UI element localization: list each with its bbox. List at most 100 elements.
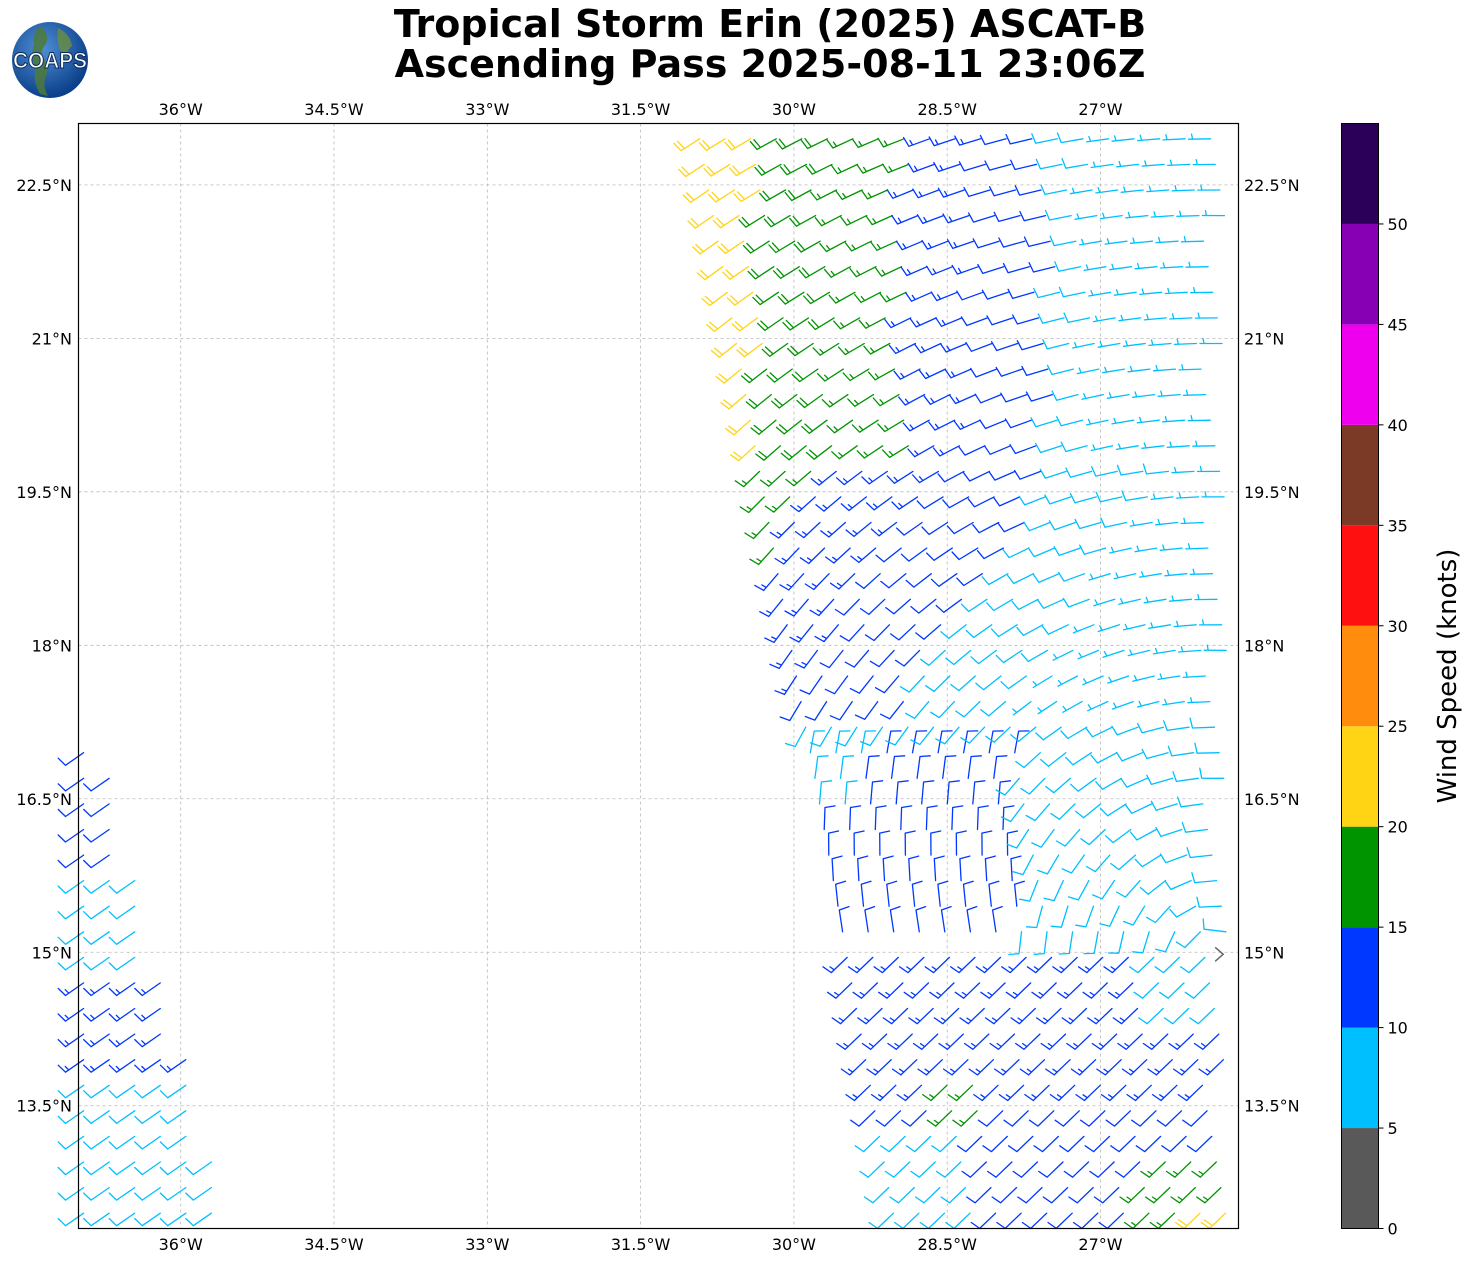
wind-barb xyxy=(1159,982,1185,999)
wind-barb xyxy=(807,317,835,331)
wind-barb xyxy=(108,1033,136,1048)
wind-barb xyxy=(1058,286,1086,298)
wind-barb xyxy=(969,367,998,378)
wind-barb xyxy=(991,1186,1018,1204)
wind-barb xyxy=(916,496,944,510)
colorbar-frame xyxy=(1341,123,1379,1229)
wind-barb xyxy=(896,1084,923,1102)
wind-barb xyxy=(835,726,858,747)
wind-barb xyxy=(907,162,935,173)
wind-barb xyxy=(1016,340,1044,351)
wind-barb xyxy=(1194,742,1220,754)
wind-barb xyxy=(1012,854,1034,876)
wind-barb xyxy=(784,598,809,617)
wind-barb xyxy=(134,1007,161,1022)
x-tick-label-top: 30°W xyxy=(772,100,816,119)
wind-barb xyxy=(879,830,891,856)
y-tick-label-right: 15°N xyxy=(1244,943,1284,962)
wind-barb xyxy=(1050,803,1076,820)
wind-barb xyxy=(981,573,1009,586)
wind-barb xyxy=(809,189,838,201)
wind-barb xyxy=(904,830,916,856)
wind-barb xyxy=(914,342,942,354)
wind-barb xyxy=(916,755,931,779)
wind-barb xyxy=(1159,262,1184,269)
wind-barb xyxy=(986,315,1014,326)
wind-barb xyxy=(759,598,784,618)
wind-barb xyxy=(976,547,1005,560)
wind-barb xyxy=(859,598,886,616)
wind-barb xyxy=(1119,1186,1145,1204)
wind-barb xyxy=(1018,495,1046,506)
wind-barb xyxy=(779,163,808,176)
wind-barb xyxy=(865,755,880,779)
wind-barb xyxy=(1061,1007,1088,1025)
wind-barb xyxy=(1079,1110,1106,1127)
wind-barb xyxy=(1043,879,1064,902)
wind-barb xyxy=(1069,187,1093,195)
wind-barb xyxy=(875,547,902,563)
wind-barb xyxy=(922,1084,948,1102)
wind-barb xyxy=(997,780,1012,805)
wind-barb xyxy=(1018,879,1039,902)
wind-barb xyxy=(1065,752,1093,766)
wind-barb xyxy=(849,675,874,694)
wind-barb xyxy=(1198,1059,1225,1076)
wind-barb xyxy=(877,137,905,148)
wind-barb xyxy=(910,598,937,614)
wind-barb xyxy=(779,573,805,591)
wind-barb xyxy=(1196,896,1222,908)
wind-barb xyxy=(734,470,761,488)
wind-barb xyxy=(1056,982,1083,999)
wind-barb xyxy=(998,237,1026,248)
wind-barb xyxy=(953,419,981,430)
wind-barb xyxy=(858,317,886,329)
wind-barb xyxy=(829,573,856,590)
wind-barb xyxy=(1045,777,1072,794)
wind-barb xyxy=(1040,1033,1067,1050)
wind-barb xyxy=(974,393,1002,404)
wind-barb xyxy=(915,905,927,933)
wind-barb xyxy=(1025,391,1053,402)
wind-barb xyxy=(1025,905,1044,929)
wind-barb xyxy=(951,805,964,831)
x-tick-label-top: 34.5°W xyxy=(304,100,364,119)
colorbar-tick-label: 30 xyxy=(1388,617,1408,636)
colorbar-segment xyxy=(1341,1027,1379,1129)
wind-barb xyxy=(891,496,919,510)
wind-barb xyxy=(895,780,909,805)
wind-barb xyxy=(1044,209,1072,221)
wind-barb xyxy=(928,136,956,147)
wind-barb xyxy=(805,163,833,175)
colorbar-tick-label: 0 xyxy=(1388,1220,1398,1239)
wind-barb xyxy=(678,163,705,178)
wind-barb xyxy=(833,317,861,330)
wind-barb xyxy=(1133,982,1160,999)
wind-barb xyxy=(1040,184,1068,196)
wind-barb xyxy=(814,214,842,227)
wind-barb xyxy=(959,855,971,882)
wind-barb xyxy=(1193,1033,1220,1050)
wind-barb xyxy=(1023,521,1051,532)
wind-barb xyxy=(57,777,85,792)
wind-barb xyxy=(1093,1186,1120,1204)
wind-barb xyxy=(840,214,868,226)
x-tick-label-bottom: 31.5°W xyxy=(611,1235,671,1254)
wind-barb xyxy=(736,342,763,358)
wind-barb xyxy=(1037,313,1065,324)
wind-barb xyxy=(1044,494,1072,505)
wind-barb xyxy=(1175,931,1201,949)
wind-barb xyxy=(1118,598,1141,605)
wind-barb xyxy=(1085,854,1111,873)
wind-barb xyxy=(878,982,904,999)
wind-barb xyxy=(1103,956,1129,974)
wind-barb xyxy=(988,186,1017,197)
wind-barb xyxy=(789,624,814,643)
x-tick-label-top: 28.5°W xyxy=(917,100,977,119)
wind-barb xyxy=(1010,726,1037,742)
wind-barb xyxy=(946,780,960,805)
wind-barb xyxy=(712,214,740,229)
wind-barb xyxy=(870,240,898,251)
wind-barbs xyxy=(57,132,1227,1230)
wind-barb xyxy=(1180,956,1206,974)
